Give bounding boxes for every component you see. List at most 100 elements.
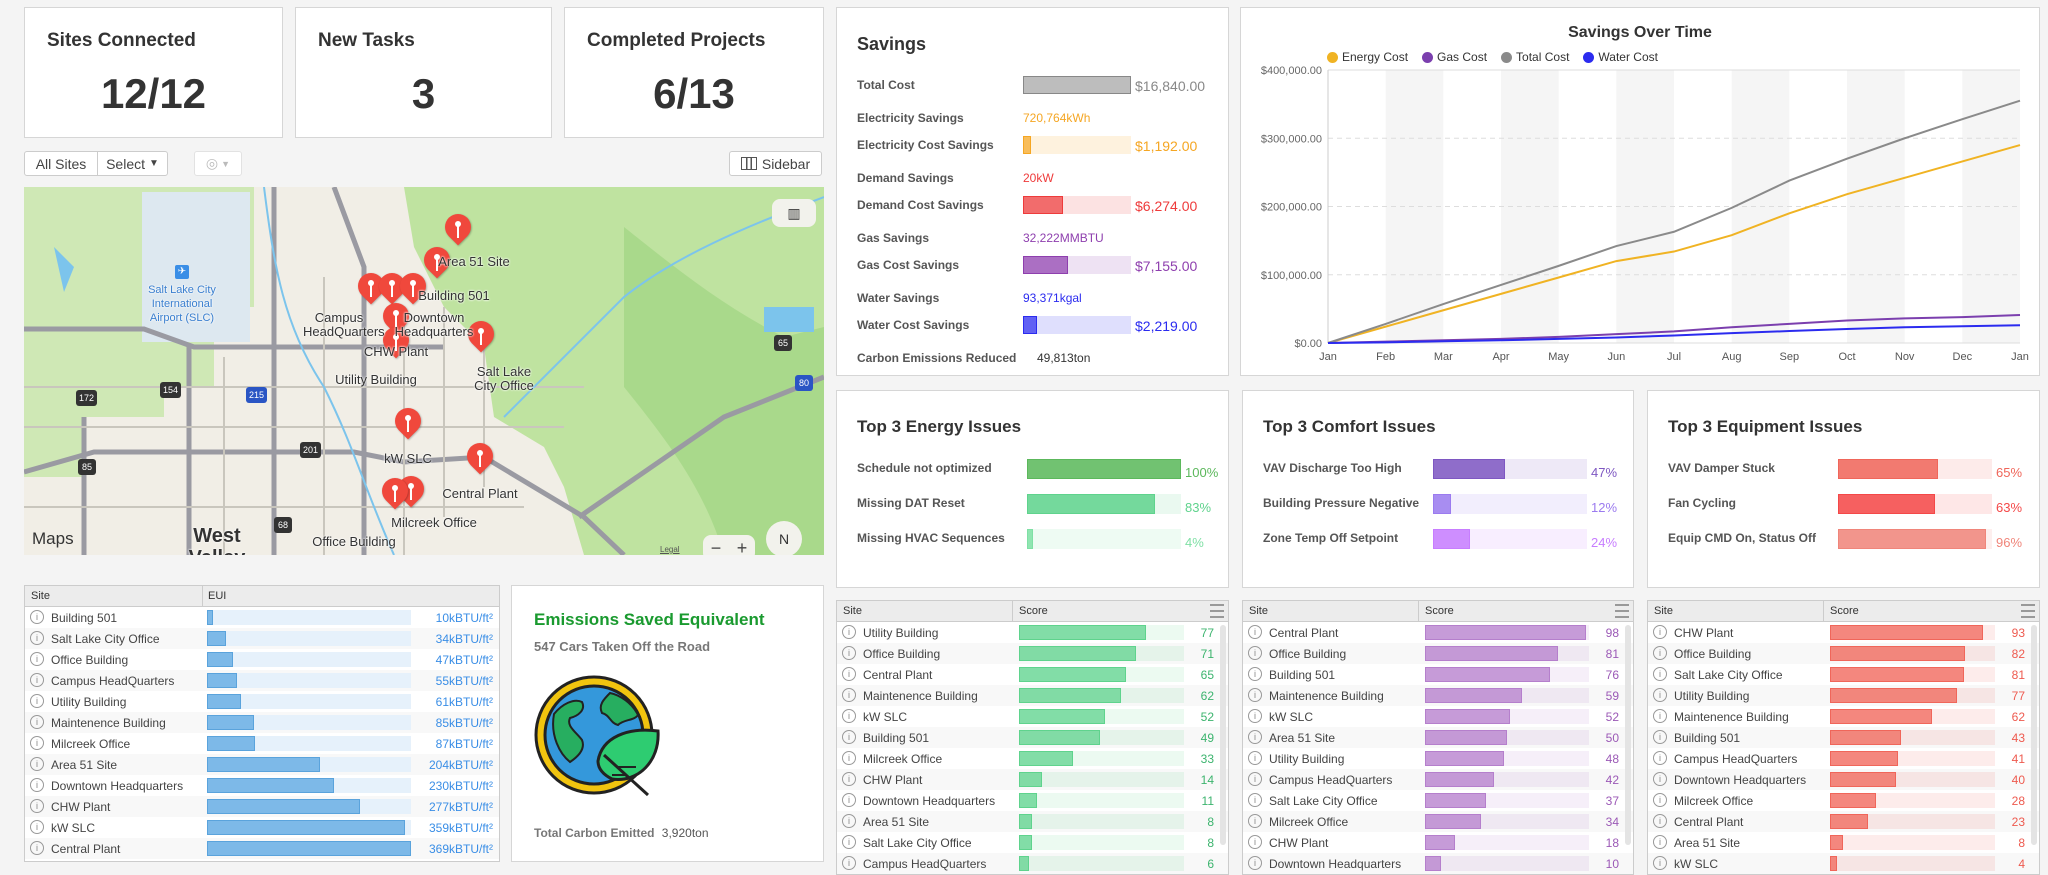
map-pin-office-building[interactable] (394, 267, 432, 307)
info-icon[interactable]: i (30, 841, 44, 855)
table-row[interactable]: i Milcreek Office 28 (1648, 790, 2039, 811)
table-row[interactable]: i Area 51 Site 204kBTU/ft² (25, 754, 499, 775)
table-row[interactable]: i Salt Lake City Office 37 (1243, 790, 1633, 811)
map-pin-kw-slc[interactable] (389, 402, 427, 442)
legal-link[interactable]: Legal (660, 545, 680, 554)
site-select-dropdown[interactable]: Select ▼ (97, 151, 168, 176)
info-icon[interactable]: i (30, 652, 44, 666)
info-icon[interactable]: i (30, 694, 44, 708)
info-icon[interactable]: i (1653, 688, 1667, 702)
info-icon[interactable]: i (1653, 856, 1667, 870)
map-pin-milcreek-office[interactable] (392, 470, 430, 510)
info-icon[interactable]: i (30, 778, 44, 792)
table-row[interactable]: i Utility Building 77 (1648, 685, 2039, 706)
table-row[interactable]: i Building 501 43 (1648, 727, 2039, 748)
map-pin-downtown-headquarters[interactable] (373, 267, 411, 307)
info-icon[interactable]: i (1248, 709, 1262, 723)
issue-bar[interactable] (1433, 494, 1452, 514)
column-header-site[interactable]: Site (1249, 605, 1268, 617)
info-icon[interactable]: i (1248, 772, 1262, 786)
table-row[interactable]: i Downtown Headquarters 40 (1648, 769, 2039, 790)
legend-item[interactable]: Total Cost (1501, 50, 1569, 64)
info-icon[interactable]: i (842, 646, 856, 660)
zoom-in-button[interactable]: + (736, 537, 748, 556)
info-icon[interactable]: i (30, 631, 44, 645)
table-row[interactable]: i CHW Plant 277kBTU/ft² (25, 796, 499, 817)
issue-bar[interactable] (1433, 529, 1470, 549)
table-row[interactable]: i Campus HeadQuarters 42 (1243, 769, 1633, 790)
table-row[interactable]: i kW SLC 52 (837, 706, 1228, 727)
column-header-score[interactable]: Score (1425, 605, 1454, 617)
location-filter-button[interactable]: ◎ ▼ (194, 151, 242, 176)
info-icon[interactable]: i (1248, 856, 1262, 870)
issue-bar[interactable] (1838, 459, 1939, 479)
info-icon[interactable]: i (1248, 814, 1262, 828)
table-row[interactable]: i Office Building 71 (837, 643, 1228, 664)
info-icon[interactable]: i (1248, 730, 1262, 744)
issue-bar[interactable] (1027, 459, 1181, 479)
info-icon[interactable]: i (1653, 793, 1667, 807)
info-icon[interactable]: i (842, 814, 856, 828)
info-icon[interactable]: i (1653, 730, 1667, 744)
table-row[interactable]: i Campus HeadQuarters 41 (1648, 748, 2039, 769)
table-row[interactable]: i Milcreek Office 87kBTU/ft² (25, 733, 499, 754)
table-row[interactable]: i Office Building 81 (1243, 643, 1633, 664)
info-icon[interactable]: i (1653, 646, 1667, 660)
map-pin-chw-plant[interactable] (377, 297, 415, 337)
table-row[interactable]: i Office Building 47kBTU/ft² (25, 649, 499, 670)
legend-item[interactable]: Water Cost (1583, 50, 1658, 64)
table-row[interactable]: i Salt Lake City Office 8 (837, 832, 1228, 853)
info-icon[interactable]: i (842, 835, 856, 849)
table-row[interactable]: i Central Plant 23 (1648, 811, 2039, 832)
info-icon[interactable]: i (842, 709, 856, 723)
table-row[interactable]: i kW SLC 52 (1243, 706, 1633, 727)
table-row[interactable]: i Area 51 Site 8 (837, 811, 1228, 832)
table-row[interactable]: i Office Building 82 (1648, 643, 2039, 664)
info-icon[interactable]: i (30, 820, 44, 834)
table-row[interactable]: i Central Plant 65 (837, 664, 1228, 685)
table-row[interactable]: i Building 501 10kBTU/ft² (25, 607, 499, 628)
map-pin-area-51-site[interactable] (439, 208, 477, 248)
map-pin-central-plant[interactable] (461, 437, 499, 477)
legend-item[interactable]: Gas Cost (1422, 50, 1487, 64)
column-header-site[interactable]: Site (843, 605, 862, 617)
issue-bar[interactable] (1838, 494, 1936, 514)
info-icon[interactable]: i (30, 757, 44, 771)
info-icon[interactable]: i (1248, 667, 1262, 681)
map-pin-building-501[interactable] (418, 241, 456, 281)
info-icon[interactable]: i (842, 751, 856, 765)
table-row[interactable]: i CHW Plant 18 (1243, 832, 1633, 853)
table-row[interactable]: i kW SLC 359kBTU/ft² (25, 817, 499, 838)
info-icon[interactable]: i (30, 673, 44, 687)
info-icon[interactable]: i (842, 730, 856, 744)
info-icon[interactable]: i (1248, 835, 1262, 849)
map-pin-campus-headquarters[interactable] (352, 267, 390, 307)
info-icon[interactable]: i (1248, 688, 1262, 702)
info-icon[interactable]: i (30, 736, 44, 750)
table-row[interactable]: i Maintenence Building 62 (1648, 706, 2039, 727)
table-row[interactable]: i Utility Building 48 (1243, 748, 1633, 769)
info-icon[interactable]: i (842, 793, 856, 807)
info-icon[interactable]: i (30, 799, 44, 813)
column-menu-icon[interactable] (1210, 604, 1224, 618)
info-icon[interactable]: i (842, 772, 856, 786)
info-icon[interactable]: i (1653, 751, 1667, 765)
table-row[interactable]: i Downtown Headquarters 230kBTU/ft² (25, 775, 499, 796)
issue-bar[interactable] (1027, 494, 1155, 514)
table-row[interactable]: i Downtown Headquarters 11 (837, 790, 1228, 811)
table-row[interactable]: i Area 51 Site 8 (1648, 832, 2039, 853)
scrollbar[interactable] (1220, 625, 1226, 845)
map-pin-maintenence-building[interactable] (376, 472, 414, 512)
info-icon[interactable]: i (842, 856, 856, 870)
sidebar-toggle-button[interactable]: Sidebar (729, 151, 822, 176)
table-row[interactable]: i Central Plant 369kBTU/ft² (25, 838, 499, 859)
table-row[interactable]: i Milcreek Office 33 (837, 748, 1228, 769)
map-pin-utility-building[interactable] (377, 321, 415, 361)
table-row[interactable]: i CHW Plant 14 (837, 769, 1228, 790)
info-icon[interactable]: i (1248, 793, 1262, 807)
info-icon[interactable]: i (1653, 667, 1667, 681)
all-sites-button[interactable]: All Sites (24, 151, 98, 176)
table-row[interactable]: i Salt Lake City Office 34kBTU/ft² (25, 628, 499, 649)
issue-bar[interactable] (1838, 529, 1986, 549)
table-row[interactable]: i Maintenence Building 62 (837, 685, 1228, 706)
